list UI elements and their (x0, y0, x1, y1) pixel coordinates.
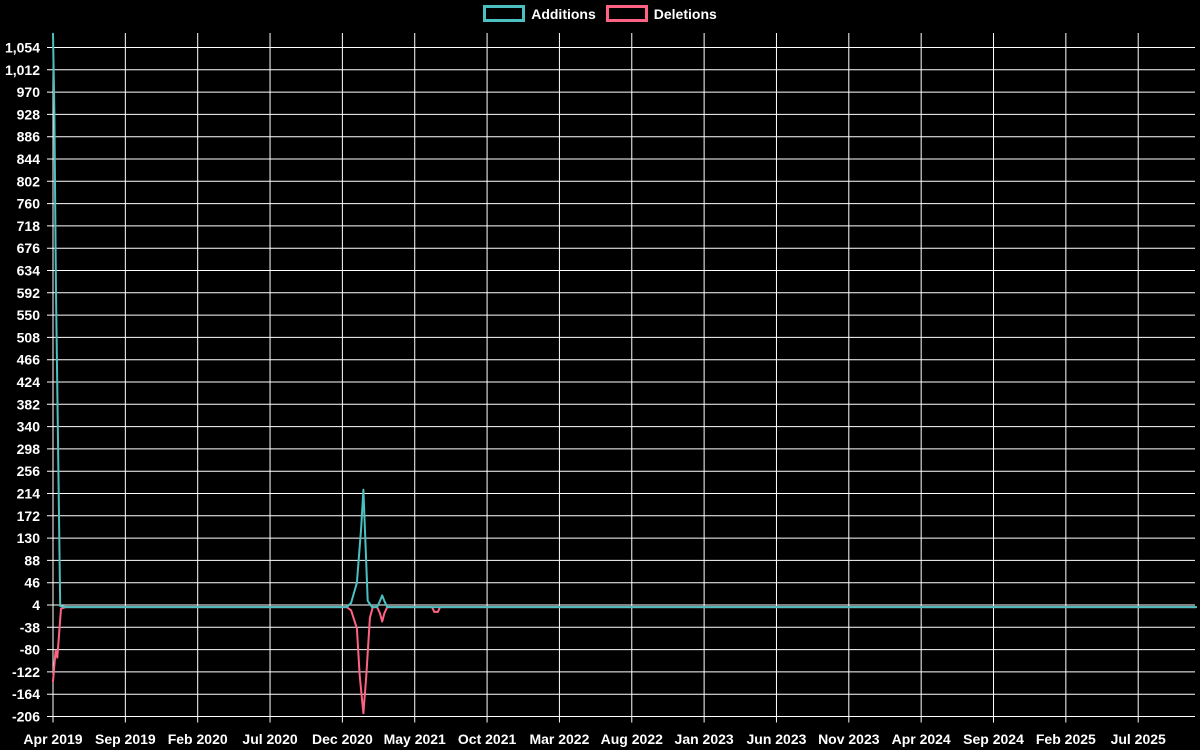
y-tick-label: 970 (17, 84, 41, 100)
deletions-line (52, 606, 1198, 715)
y-tick-label: 382 (17, 396, 41, 412)
deletions-swatch-icon (605, 5, 648, 22)
x-tick-label: Feb 2025 (1036, 731, 1096, 747)
y-tick-label: 844 (17, 151, 41, 167)
y-tick-label: 4 (32, 597, 40, 613)
y-tick-label: 88 (24, 552, 40, 568)
x-tick-label: Feb 2020 (168, 731, 228, 747)
x-tick-label: Sep 2019 (95, 731, 156, 747)
x-tick-label: Dec 2020 (312, 731, 373, 747)
y-tick-label: 256 (17, 463, 41, 479)
y-tick-label: 1,012 (5, 62, 40, 78)
y-tick-label: 466 (17, 352, 41, 368)
y-tick-label: -38 (20, 619, 40, 635)
y-tick-label: 634 (17, 263, 41, 279)
y-tick-label: 424 (17, 374, 41, 390)
legend-item-deletions[interactable]: Deletions (605, 5, 717, 22)
x-tick-label: Nov 2023 (818, 731, 880, 747)
y-tick-label: 340 (17, 419, 41, 435)
x-tick-label: Jul 2025 (1111, 731, 1166, 747)
y-tick-label: -80 (20, 642, 40, 658)
additions-swatch-icon (483, 5, 526, 22)
y-tick-label: 172 (17, 508, 41, 524)
x-tick-label: Apr 2024 (892, 731, 951, 747)
x-tick-label: Sep 2024 (963, 731, 1024, 747)
x-tick-label: Jan 2023 (675, 731, 734, 747)
y-tick-label: 508 (17, 329, 41, 345)
y-tick-label: -164 (12, 686, 40, 702)
x-tick-label: Apr 2019 (23, 731, 82, 747)
y-tick-label: 1,054 (5, 40, 40, 56)
additions-line (52, 32, 1198, 609)
x-tick-label: May 2021 (384, 731, 446, 747)
x-tick-label: Oct 2021 (458, 731, 517, 747)
y-tick-label: 214 (17, 486, 41, 502)
y-tick-label: 760 (17, 196, 41, 212)
x-tick-label: Aug 2022 (601, 731, 663, 747)
y-tick-label: 676 (17, 240, 41, 256)
y-tick-label: 298 (17, 441, 41, 457)
legend-label-additions: Additions (531, 5, 596, 22)
y-tick-label: 550 (17, 307, 41, 323)
x-tick-label: Jun 2023 (746, 731, 806, 747)
x-tick-label: Mar 2022 (529, 731, 589, 747)
x-tick-label: Jul 2020 (242, 731, 297, 747)
y-tick-label: -206 (12, 709, 40, 725)
y-tick-label: 130 (17, 530, 41, 546)
legend-item-additions[interactable]: Additions (483, 5, 596, 22)
y-tick-label: 928 (17, 106, 41, 122)
y-tick-label: 718 (17, 218, 41, 234)
legend-label-deletions: Deletions (653, 5, 717, 22)
y-tick-label: 802 (17, 173, 41, 189)
legend: Additions Deletions (0, 5, 1200, 22)
y-tick-label: -122 (12, 664, 40, 680)
y-tick-label: 886 (17, 129, 41, 145)
y-tick-label: 592 (17, 285, 41, 301)
y-tick-label: 46 (24, 575, 40, 591)
